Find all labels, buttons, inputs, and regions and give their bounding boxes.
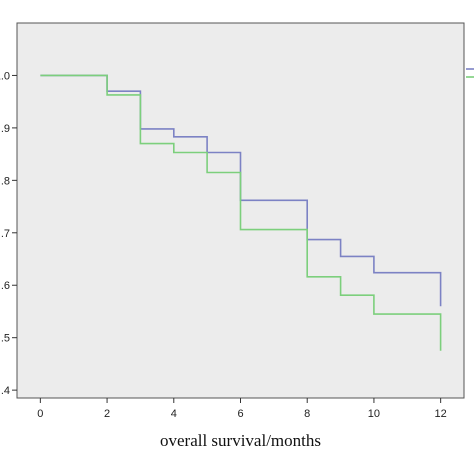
y-tick-label-3: .7 [1,228,10,240]
y-tick-label-1: .5 [1,333,10,345]
x-axis-title: overall survival/months [160,431,321,450]
x-tick-label-5: 10 [368,408,380,420]
series-line-1 [40,74,442,351]
legend [466,68,474,78]
x-tick-label-3: 6 [237,408,243,420]
y-tick-label-2: .6 [1,280,10,292]
x-tick-label-1: 2 [104,408,110,420]
axes: 0 2 4 6 8 10 12 .4 .5 .6 .7 .8 .9 1.0 [0,70,447,420]
x-tick-label-4: 8 [304,408,310,420]
y-tick-label-4: .8 [1,175,10,187]
x-tick-label-6: 12 [435,408,447,420]
series-line-0 [40,74,442,307]
x-tick-label-2: 4 [171,408,177,420]
x-tick-label-0: 0 [37,408,43,420]
y-tick-label-0: .4 [1,385,10,397]
y-tick-label-6: 1.0 [0,70,10,82]
y-tick-label-5: .9 [1,123,10,135]
series-layer [40,74,442,351]
